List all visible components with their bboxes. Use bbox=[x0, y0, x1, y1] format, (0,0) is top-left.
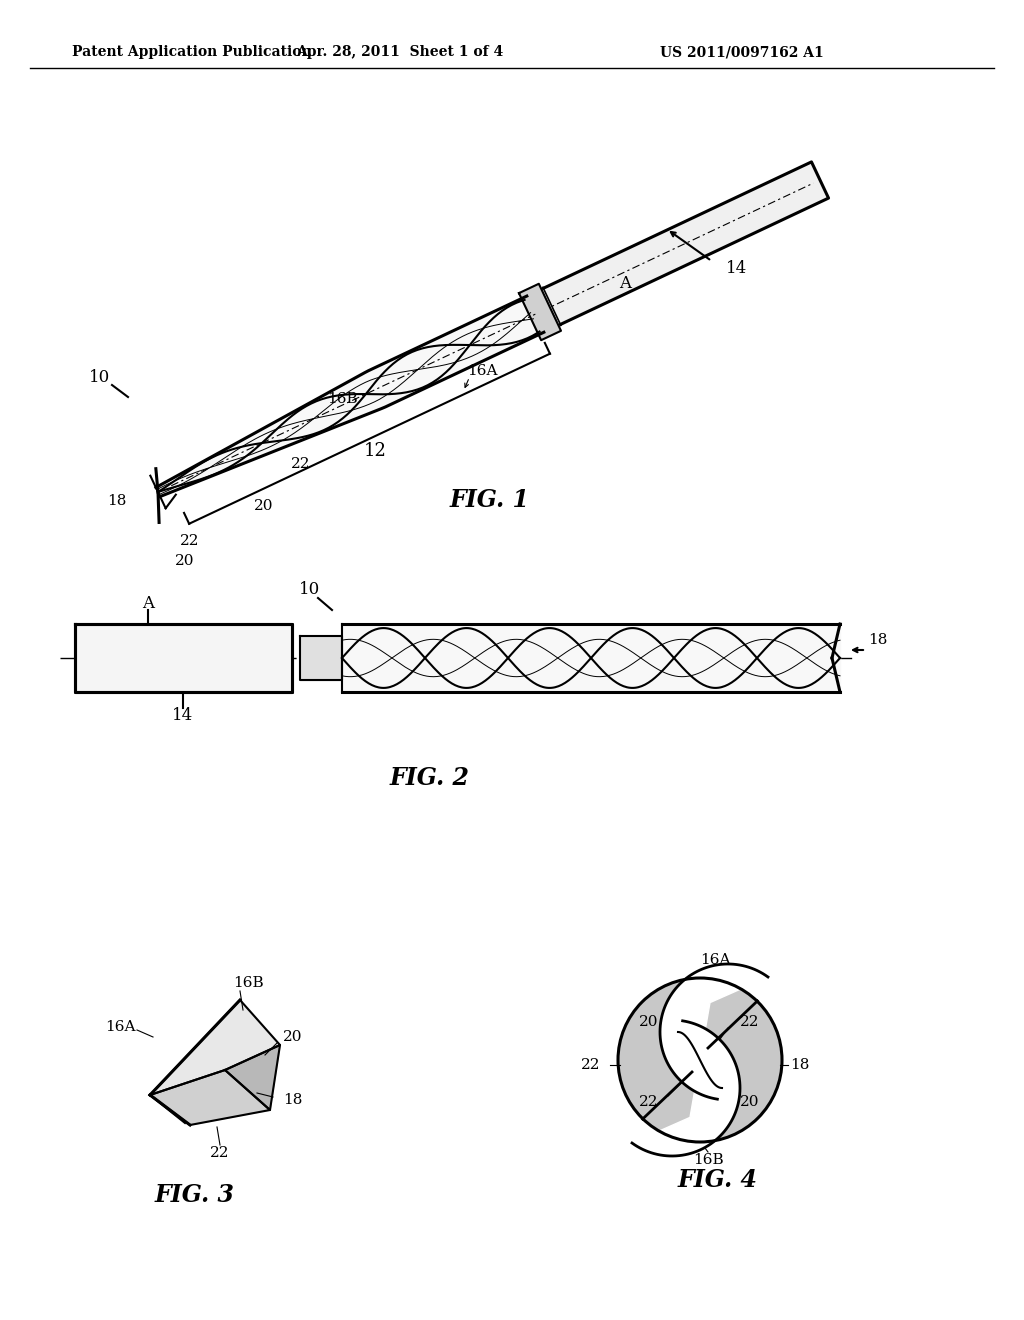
Polygon shape bbox=[519, 284, 561, 341]
Polygon shape bbox=[150, 1071, 270, 1125]
Text: 22: 22 bbox=[581, 1059, 600, 1072]
Text: Apr. 28, 2011  Sheet 1 of 4: Apr. 28, 2011 Sheet 1 of 4 bbox=[296, 45, 504, 59]
Polygon shape bbox=[342, 624, 840, 692]
Text: Patent Application Publication: Patent Application Publication bbox=[72, 45, 311, 59]
Text: 22: 22 bbox=[663, 709, 682, 723]
Text: 18: 18 bbox=[283, 1093, 302, 1107]
Text: 16B: 16B bbox=[692, 1152, 723, 1167]
Text: 22: 22 bbox=[291, 457, 310, 471]
Text: 14: 14 bbox=[172, 708, 194, 725]
Text: 22: 22 bbox=[740, 1015, 760, 1030]
Text: 18: 18 bbox=[790, 1059, 809, 1072]
Polygon shape bbox=[75, 624, 292, 692]
Text: 22: 22 bbox=[210, 1146, 229, 1160]
Text: FIG. 2: FIG. 2 bbox=[390, 766, 470, 789]
Text: FIG. 4: FIG. 4 bbox=[678, 1168, 758, 1192]
Text: 12: 12 bbox=[545, 711, 565, 729]
Text: 20: 20 bbox=[639, 1015, 658, 1030]
Text: 16A: 16A bbox=[370, 597, 400, 610]
Polygon shape bbox=[530, 162, 828, 331]
Text: 14: 14 bbox=[726, 260, 746, 276]
Text: FIG. 3: FIG. 3 bbox=[155, 1183, 234, 1206]
Text: 20: 20 bbox=[254, 499, 273, 513]
Text: 18: 18 bbox=[108, 494, 127, 508]
Text: 12: 12 bbox=[365, 442, 387, 461]
Polygon shape bbox=[156, 296, 544, 496]
Text: US 2011/0097162 A1: US 2011/0097162 A1 bbox=[660, 45, 823, 59]
Text: 16B: 16B bbox=[444, 597, 475, 610]
Text: 16A: 16A bbox=[468, 364, 498, 378]
Polygon shape bbox=[225, 1045, 280, 1110]
Text: 18: 18 bbox=[868, 634, 888, 647]
Text: 22: 22 bbox=[639, 1096, 658, 1109]
Text: A: A bbox=[142, 594, 154, 611]
Text: 16A: 16A bbox=[699, 953, 730, 968]
Polygon shape bbox=[300, 636, 342, 680]
Text: 10: 10 bbox=[89, 370, 111, 387]
Polygon shape bbox=[660, 964, 768, 1100]
Text: 16B: 16B bbox=[233, 975, 263, 990]
Polygon shape bbox=[337, 574, 845, 624]
Text: 16B: 16B bbox=[327, 392, 357, 407]
Polygon shape bbox=[632, 1020, 740, 1156]
Polygon shape bbox=[337, 692, 845, 742]
Polygon shape bbox=[150, 1001, 280, 1096]
Text: 10: 10 bbox=[299, 582, 321, 598]
Text: FIG. 1: FIG. 1 bbox=[450, 488, 530, 512]
Text: 20: 20 bbox=[283, 1030, 302, 1044]
Text: 20: 20 bbox=[175, 554, 195, 568]
Text: 22: 22 bbox=[179, 533, 199, 548]
Text: A: A bbox=[618, 276, 631, 292]
Text: 20: 20 bbox=[740, 1096, 760, 1109]
Circle shape bbox=[618, 978, 782, 1142]
Text: 16A: 16A bbox=[104, 1020, 135, 1034]
